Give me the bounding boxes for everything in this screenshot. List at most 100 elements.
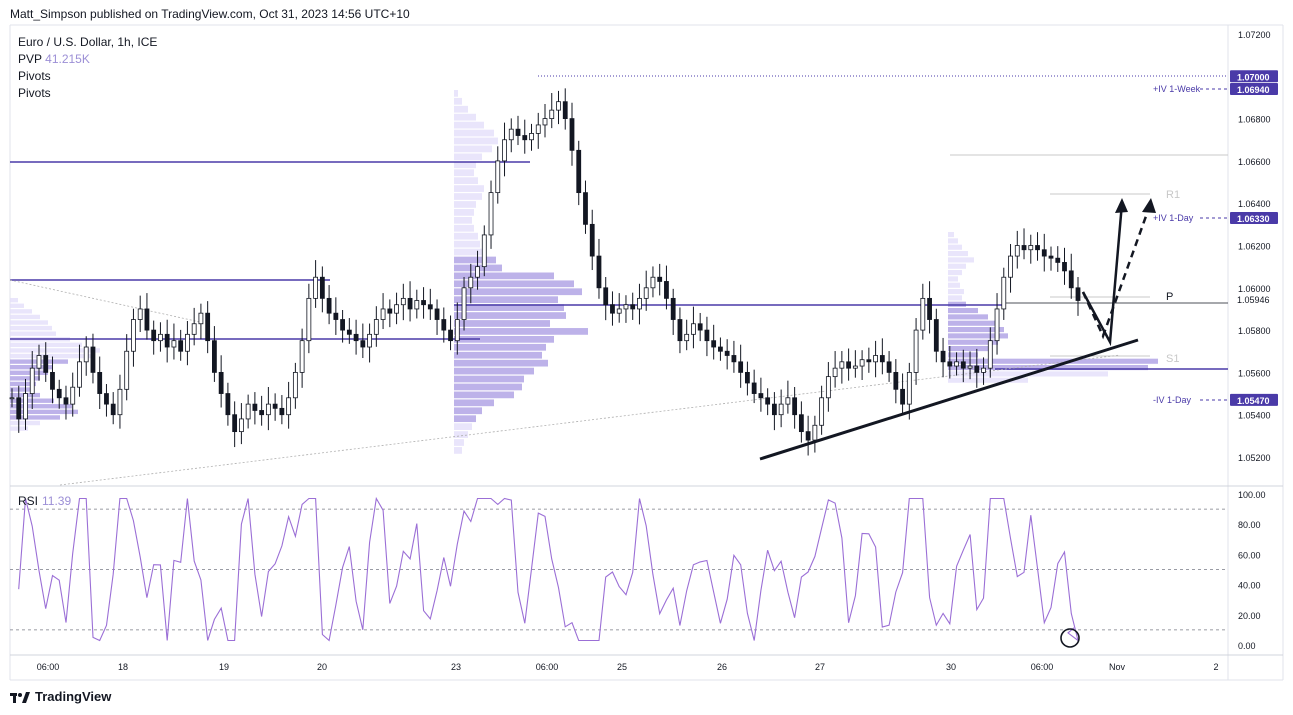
candle-body: [158, 333, 163, 342]
volume-profile-bar: [10, 381, 36, 387]
volume-profile-bar: [454, 185, 484, 192]
candle-body: [77, 361, 82, 388]
candle-body: [825, 376, 831, 399]
symbol-title[interactable]: Euro / U.S. Dollar, 1h, ICE: [18, 35, 158, 49]
volume-profile-bar: [10, 404, 72, 409]
tradingview-footer[interactable]: TradingView: [10, 689, 111, 704]
candle-body: [846, 361, 852, 369]
candle-body: [684, 333, 690, 342]
price-tick-label: 1.05400: [1238, 411, 1271, 421]
volume-profile-bar: [454, 97, 462, 105]
time-tick-label: 06:00: [37, 662, 60, 672]
candle-body: [124, 350, 130, 390]
candle-body: [481, 234, 487, 268]
candle-body: [805, 431, 811, 441]
volume-profile-bar: [10, 376, 40, 381]
candle-body: [63, 397, 69, 405]
volume-profile-bar: [454, 90, 458, 97]
candle-body: [313, 276, 319, 299]
candle-body: [697, 323, 703, 331]
candle-body: [1075, 287, 1081, 301]
pivots-indicator-2[interactable]: Pivots: [18, 86, 51, 100]
candle-body: [212, 340, 217, 373]
candle-body: [360, 340, 366, 348]
rsi-label: RSI: [18, 494, 39, 508]
candle-body: [812, 424, 818, 441]
volume-profile-bar: [454, 375, 524, 383]
candle-body: [488, 192, 494, 236]
candle-body: [657, 276, 663, 282]
candle-body: [144, 308, 150, 331]
volume-profile-bar: [454, 383, 522, 391]
pvp-label: PVP: [18, 52, 42, 66]
candle-body: [441, 319, 447, 331]
candle-body: [778, 403, 784, 416]
price-tick-label: 1.06600: [1238, 157, 1271, 167]
candle-body: [994, 308, 1000, 342]
rsi-tick-label: 100.00: [1238, 490, 1266, 500]
volume-profile-bar: [454, 256, 496, 264]
candle-body: [819, 397, 825, 426]
volume-profile-bar: [948, 276, 958, 282]
candle-body: [981, 367, 986, 373]
candle-body: [859, 359, 865, 367]
volume-profile-bar: [10, 409, 78, 415]
volume-profile-bar: [454, 129, 494, 137]
candle-body: [643, 287, 649, 299]
candle-body: [745, 371, 750, 384]
candle-body: [427, 304, 433, 310]
volume-profile-bar: [454, 415, 476, 423]
candle-body: [191, 323, 197, 335]
volume-profile-bar: [454, 288, 582, 296]
volume-profile-bar: [948, 339, 998, 345]
candle-body: [23, 393, 28, 420]
price-tick-label: 1.07200: [1238, 30, 1271, 40]
tradingview-brand: TradingView: [35, 689, 112, 704]
level-annotation: +IV 1-Week: [1153, 84, 1201, 94]
level-annotation: +IV 1-Day: [1153, 213, 1194, 223]
volume-profile-bar: [454, 367, 534, 375]
candle-body: [205, 312, 211, 342]
candle-body: [198, 312, 204, 325]
candle-body: [785, 397, 791, 405]
volume-profile-bar: [454, 304, 564, 311]
rsi-tick-label: 0.00: [1238, 641, 1256, 651]
time-tick-label: 25: [617, 662, 627, 672]
volume-profile-bar: [454, 447, 462, 454]
candle-body: [1055, 257, 1061, 263]
price-label: 1.06330: [1237, 214, 1270, 224]
candle-body: [97, 371, 103, 394]
candle-body: [927, 297, 932, 320]
volume-profile-bar: [454, 359, 548, 367]
volume-profile-bar: [948, 358, 1158, 364]
projection-arrow-solid: [1081, 202, 1124, 347]
time-tick-label: 06:00: [536, 662, 559, 672]
candle-body: [900, 388, 905, 405]
rsi-legend[interactable]: RSI 11.39: [18, 494, 71, 508]
price-tick-label: 1.06200: [1238, 242, 1271, 252]
pvp-indicator[interactable]: PVP 41.215K: [18, 51, 157, 68]
rsi-pane: [10, 496, 1228, 648]
candle-body: [718, 346, 723, 352]
volume-profile-bar: [454, 351, 542, 359]
candle-body: [576, 149, 582, 194]
price-label-box: [1230, 393, 1278, 406]
volume-profile-bar: [454, 161, 476, 169]
candles-group: [9, 88, 1081, 456]
candle-body: [704, 329, 710, 342]
candle-body: [583, 192, 588, 225]
volume-profile-bar: [454, 153, 482, 161]
rsi-tick-label: 60.00: [1238, 550, 1261, 560]
candle-body: [1021, 245, 1027, 251]
candle-body: [185, 333, 190, 352]
candle-body: [879, 355, 885, 363]
candle-body: [724, 350, 730, 356]
rsi-tick-label: 20.00: [1238, 611, 1261, 621]
pivots-indicator-1[interactable]: Pivots: [18, 69, 51, 83]
rsi-oversold-circle: [1060, 628, 1080, 648]
volume-profile-bar: [10, 365, 52, 370]
candle-body: [1041, 249, 1047, 257]
candle-body: [90, 346, 96, 373]
candle-body: [299, 340, 305, 373]
